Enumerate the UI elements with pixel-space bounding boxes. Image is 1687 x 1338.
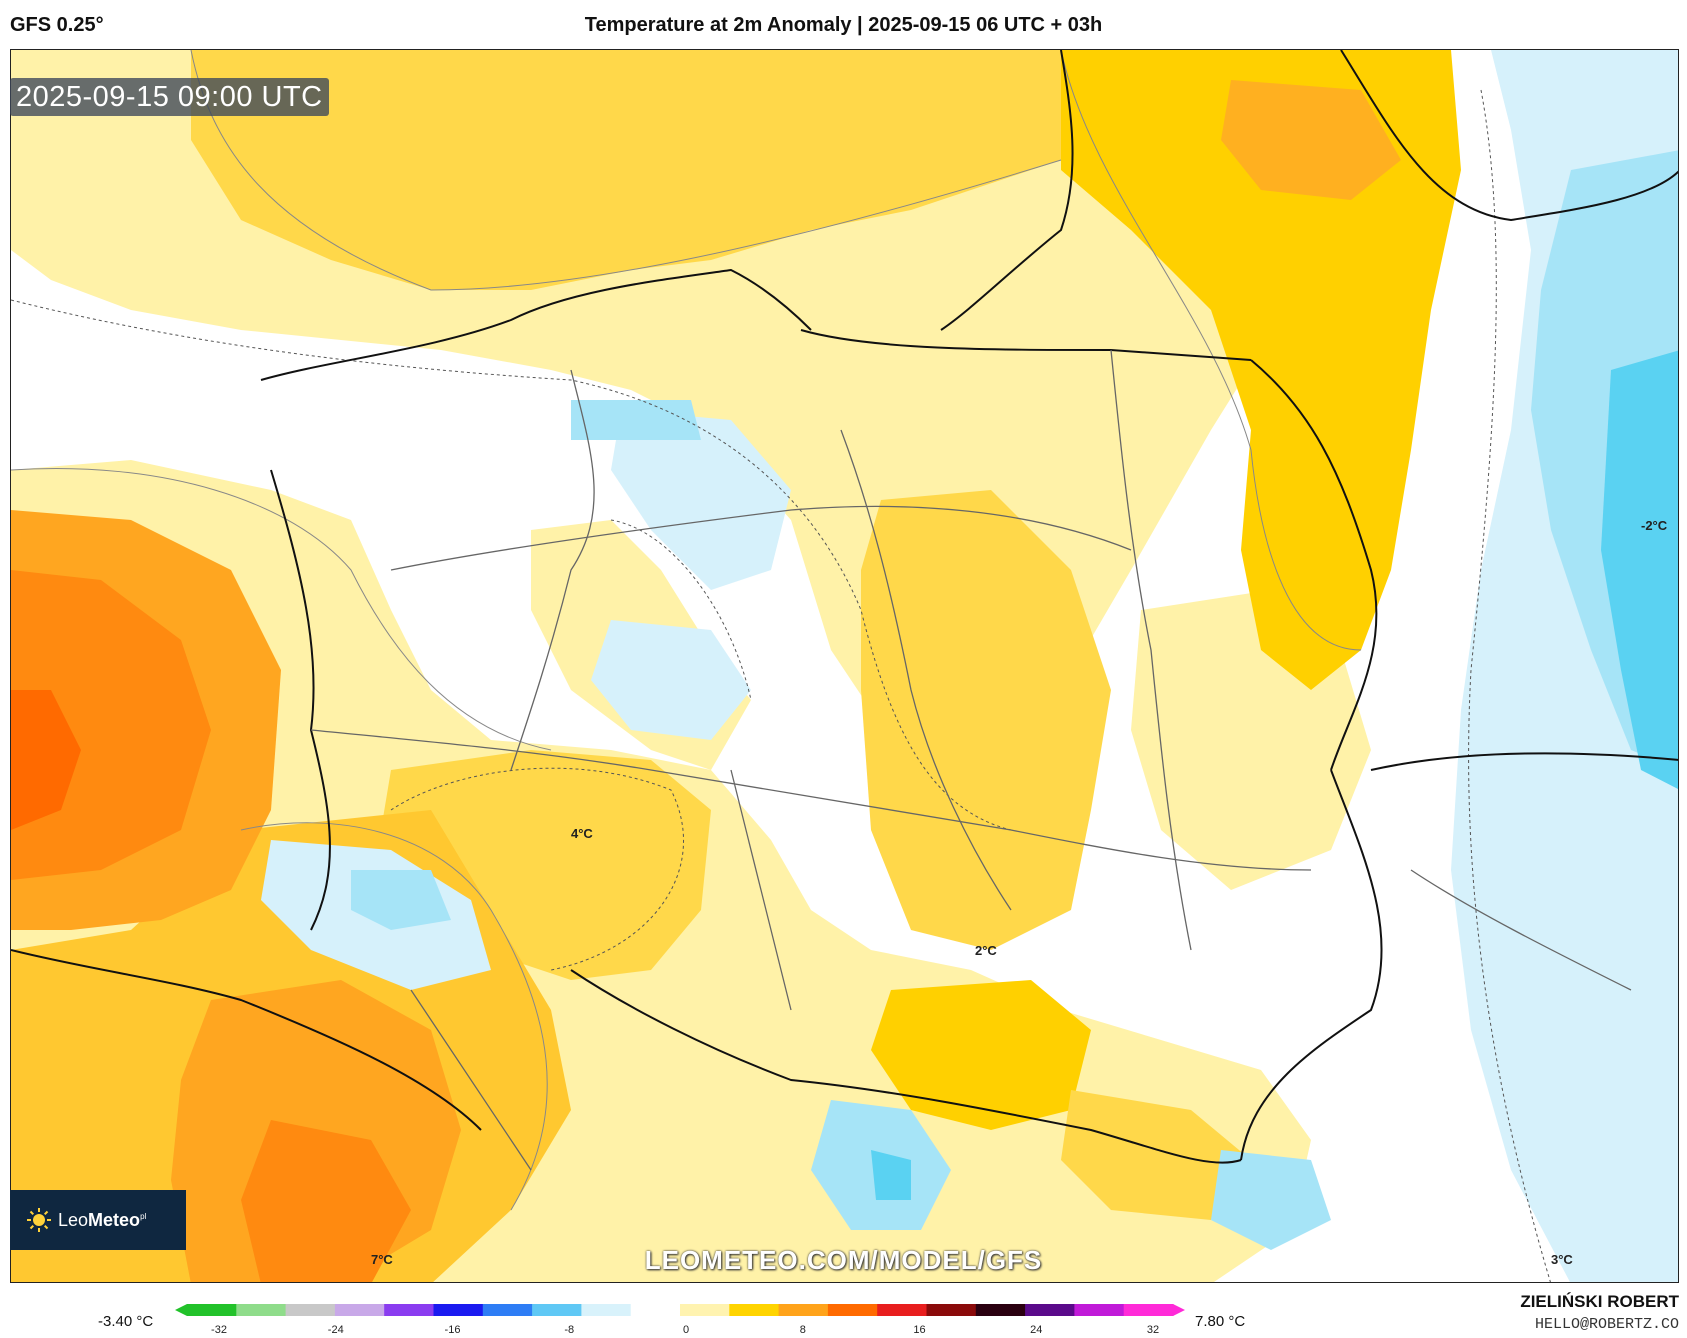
scale-swatch (384, 1304, 434, 1316)
scale-arrow-left (175, 1304, 187, 1316)
scale-swatch (926, 1304, 977, 1316)
logo-text: LeoMeteopl (58, 1209, 147, 1230)
watermark: LEOMETEO.COM/MODEL/GFS (644, 1245, 1043, 1275)
contour-label: 7°C (371, 1252, 393, 1267)
contour-label: -2°C (1641, 518, 1668, 533)
valid-time-badge: 2025-09-15 09:00 UTC (10, 78, 329, 116)
scale-swatch (187, 1304, 237, 1316)
scale-swatch (236, 1304, 287, 1316)
scale-swatch (975, 1304, 1026, 1316)
chart-title: Temperature at 2m Anomaly | 2025-09-15 0… (584, 14, 1103, 36)
scale-tick-label: -16 (445, 1324, 461, 1336)
scale-swatch (532, 1304, 582, 1316)
scale-swatch (827, 1304, 878, 1316)
map-area[interactable]: 4°C 2°C -2°C 7°C 3°C (10, 49, 1679, 1283)
author-credit: ZIELIŃSKI ROBERT (1520, 1292, 1679, 1311)
contour-label: 3°C (1551, 1252, 1573, 1267)
scale-tick-label: 0 (683, 1324, 689, 1336)
scale-swatch (1074, 1304, 1125, 1316)
scale-swatch (877, 1304, 927, 1316)
scale-swatch (334, 1304, 385, 1316)
scale-swatch (581, 1304, 632, 1316)
scale-tick-label: 24 (1030, 1324, 1042, 1336)
scale-min-label: -3.40 °C (98, 1313, 154, 1330)
scale-swatch (680, 1304, 730, 1316)
scale-swatch (729, 1304, 780, 1316)
leometeo-logo[interactable]: LeoMeteopl (10, 1190, 186, 1250)
scale-swatch (778, 1304, 829, 1316)
scale-tick-label: -8 (564, 1324, 574, 1336)
scale-swatch (482, 1304, 533, 1316)
scale-arrow-right (1173, 1304, 1185, 1316)
color-scale: -32 -24 -16 -8 0 8 16 24 32 (175, 1304, 1185, 1336)
scale-swatch (630, 1304, 681, 1316)
contour-label: 2°C (975, 943, 997, 958)
scale-swatch (1123, 1304, 1174, 1316)
scale-tick-label: 8 (800, 1324, 806, 1336)
contour-label: 4°C (571, 826, 593, 841)
anomaly-field (11, 50, 1678, 1282)
scale-tick-label: -24 (328, 1324, 344, 1336)
scale-tick-label: 16 (913, 1324, 925, 1336)
scale-swatch (1025, 1304, 1075, 1316)
scale-tick-label: -32 (211, 1324, 227, 1336)
author-email[interactable]: HELLO@ROBERTZ.CO (1534, 1316, 1679, 1333)
scale-swatch (285, 1304, 336, 1316)
scale-tick-label: 32 (1147, 1324, 1159, 1336)
scale-max-label: 7.80 °C (1195, 1313, 1246, 1330)
sun-icon (27, 1208, 51, 1232)
model-name: GFS 0.25° (10, 14, 104, 36)
scale-swatch (433, 1304, 484, 1316)
